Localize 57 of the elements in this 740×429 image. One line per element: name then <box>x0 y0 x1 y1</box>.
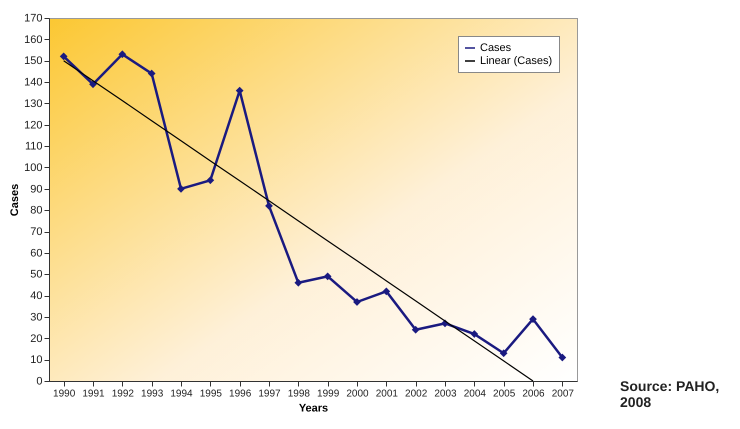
x-tick-label: 2005 <box>493 388 516 400</box>
x-tick-label: 1992 <box>112 388 134 400</box>
point <box>118 50 126 58</box>
legend-label: Cases <box>480 42 512 54</box>
y-axis-title: Cases <box>9 184 22 216</box>
point <box>529 315 537 323</box>
point <box>265 202 273 210</box>
x-tick-label: 1998 <box>288 388 310 400</box>
y-tick-label: 40 <box>30 290 42 302</box>
x-tick-label: 1996 <box>229 388 252 400</box>
y-tick-label: 110 <box>24 140 42 153</box>
x-tick-label: 1997 <box>258 388 282 400</box>
y-tick-label: 20 <box>30 332 42 345</box>
x-tick-label: 1991 <box>82 388 106 400</box>
x-tick-label: 2004 <box>464 388 486 400</box>
y-tick-label: 170 <box>24 12 42 24</box>
y-tick-label: 90 <box>30 183 42 196</box>
y-tick-label: 10 <box>30 354 42 366</box>
x-tick-label: 2002 <box>405 388 428 400</box>
point <box>294 278 302 287</box>
x-tick-label: 2000 <box>346 388 370 400</box>
y-tick-label: 130 <box>24 98 42 110</box>
point <box>412 326 420 334</box>
point <box>60 52 68 60</box>
y-tick-label: 150 <box>24 55 42 68</box>
x-tick-label: 2007 <box>552 388 574 400</box>
y-tick-label: 100 <box>24 162 42 174</box>
source-note: Source: PAHO, 2008 <box>620 378 720 410</box>
y-tick-label: 30 <box>30 311 42 324</box>
point <box>148 70 156 78</box>
x-tick-label: 2006 <box>522 388 546 400</box>
point <box>206 176 214 184</box>
y-tick-label: 0 <box>36 376 42 388</box>
legend-label: Linear (Cases) <box>480 55 552 67</box>
x-tick-label: 1999 <box>317 388 340 400</box>
x-tick-label: 1995 <box>200 388 222 400</box>
x-tick-label: 1993 <box>141 388 164 400</box>
point <box>353 298 361 306</box>
point <box>558 354 566 362</box>
y-tick-label: 120 <box>24 119 42 132</box>
point <box>89 80 97 88</box>
point <box>324 272 332 280</box>
y-tick-label: 80 <box>30 204 42 217</box>
x-tick-label: 1990 <box>53 388 76 400</box>
y-tick-label: 160 <box>24 34 42 46</box>
y-tick-label: 140 <box>24 76 42 89</box>
y-tick-label: 70 <box>30 226 42 238</box>
y-tick-label: 50 <box>30 268 42 281</box>
point <box>177 184 185 193</box>
y-tick-label: 60 <box>30 247 42 260</box>
point <box>382 287 390 296</box>
x-tick-label: 1994 <box>170 388 194 400</box>
x-tick-label: 2003 <box>434 388 458 400</box>
point <box>470 330 478 338</box>
x-tick-label: 2001 <box>376 388 398 400</box>
point <box>500 349 508 358</box>
x-axis-title: Years <box>298 402 328 414</box>
